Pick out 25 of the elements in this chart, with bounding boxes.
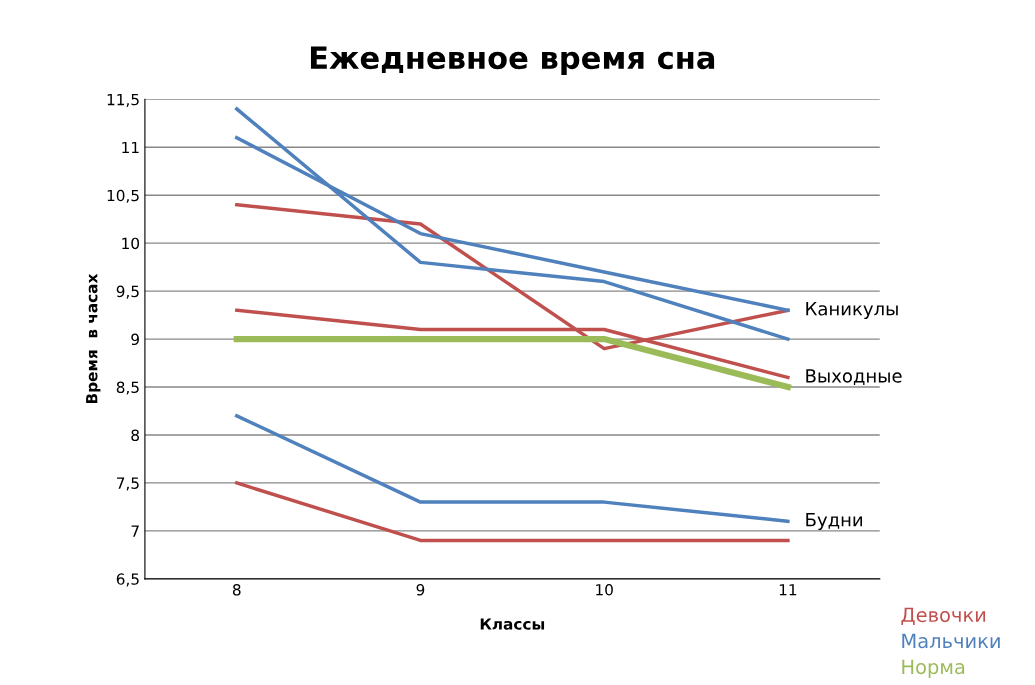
y-tick-label: 10,5: [107, 189, 139, 203]
annotation: Каникулы: [806, 302, 898, 320]
annotation: Выходные: [806, 369, 902, 385]
y-tick-label: 11,5: [107, 93, 139, 107]
line-series: [235, 107, 790, 341]
y-tick-label: 7: [131, 525, 139, 537]
y-tick-label: 8,5: [116, 381, 139, 395]
y-tick-label: 10: [122, 237, 140, 250]
y-tick-label: 7,5: [117, 477, 139, 491]
y-tick-label: 8: [131, 429, 139, 441]
chart-title: Ежедневное время сна: [310, 46, 715, 76]
text: Норма: [902, 659, 965, 678]
annotation: Будни: [806, 513, 863, 531]
y-tick-label: 9,5: [116, 285, 139, 299]
y-axis-title: Время в часах: [86, 273, 101, 404]
x-tick-label: 8: [232, 583, 241, 596]
x-tick-label: 10: [596, 583, 613, 596]
y-tick-label: 9: [131, 333, 139, 346]
y-tick-label: 11: [122, 141, 139, 154]
text: Мальчики: [902, 633, 1000, 649]
x-tick-label: 9: [416, 583, 425, 596]
x-axis-title: Классы: [480, 618, 545, 630]
text: Девочки: [901, 607, 986, 625]
y-tick-label: 6,5: [116, 573, 139, 587]
x-tick-label: 11: [779, 584, 797, 596]
